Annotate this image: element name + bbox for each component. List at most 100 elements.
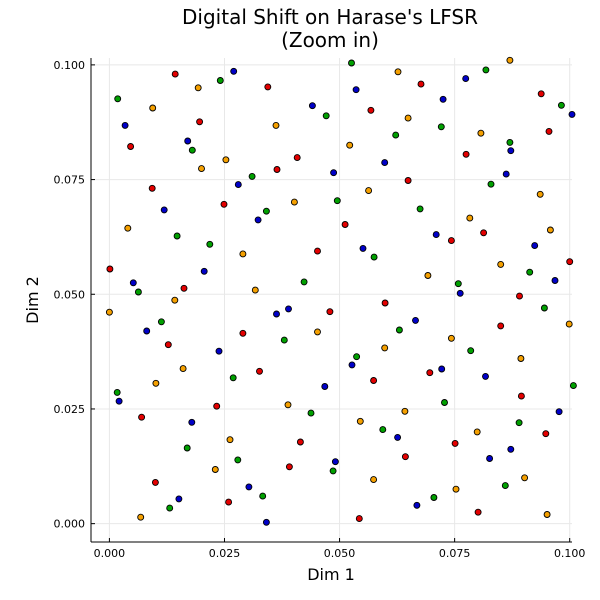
data-point-series-3 [284,401,292,409]
data-point-series-2 [395,326,403,334]
data-point-series-2 [322,112,330,120]
data-point-series-0 [285,463,293,471]
data-point-series-1 [352,86,360,94]
data-point-series-0 [264,83,272,91]
data-point-series-3 [272,121,280,129]
data-point-series-1 [121,121,129,129]
data-point-series-1 [502,170,510,178]
data-point-series-3 [346,141,354,149]
data-point-series-1 [531,242,539,250]
data-point-series-1 [308,102,316,110]
y-tick-label: 0.000 [54,518,86,531]
data-point-series-2 [501,482,509,490]
data-point-series-0 [220,200,228,208]
data-point-series-1 [234,181,242,189]
data-point-series-3 [497,260,505,268]
x-tick-label: 0.000 [94,547,126,560]
data-point-series-0 [127,143,135,150]
data-point-series-3 [536,190,544,198]
data-point-series-3 [171,296,179,304]
data-point-series-1 [230,67,238,75]
data-point-series-2 [259,492,267,500]
data-point-series-0 [451,439,459,447]
data-point-series-2 [540,304,548,312]
data-point-series-2 [379,426,387,434]
data-point-series-1 [285,305,292,313]
data-point-series-1 [321,383,329,390]
data-point-series-2 [188,146,196,154]
data-point-series-3 [473,428,481,436]
y-axis-label: Dim 2 [23,276,42,324]
data-point-series-1 [273,310,280,318]
data-point-series-3 [447,334,455,342]
data-point-series-3 [149,104,157,112]
data-point-series-2 [441,399,448,406]
data-point-series-1 [394,433,402,441]
data-point-series-1 [331,458,339,466]
data-point-series-2 [248,172,256,180]
data-point-series-2 [280,336,288,344]
data-point-series-0 [542,430,550,438]
data-point-series-3 [370,476,378,484]
data-point-series-3 [452,485,460,493]
data-point-series-2 [467,347,475,355]
chart-title-line1: Digital Shift on Harase's LFSR [182,5,478,29]
data-point-series-1 [412,316,419,324]
data-point-series-0 [401,453,409,461]
data-point-series-0 [480,229,488,237]
y-tick-label: 0.075 [54,174,86,187]
data-point-series-1 [551,277,559,284]
data-point-series-0 [381,299,389,307]
data-point-series-2 [569,382,577,390]
data-point-series-1 [439,95,447,103]
data-point-series-0 [296,438,304,446]
data-point-series-3 [211,466,219,473]
data-point-series-0 [138,413,146,421]
data-point-series-0 [516,292,523,300]
ticks: 0.000 0.025 0.050 0.075 0.100 0.000 0.025 0.050… [54,59,586,560]
data-point-series-2 [437,123,445,131]
data-point-series-1 [432,231,440,239]
chart-title-line2: (Zoom in) [281,28,379,52]
data-point-series-1 [438,365,446,373]
y-tick-label: 0.050 [54,288,86,301]
data-point-series-2 [234,456,242,464]
data-point-series-1 [456,289,464,297]
data-point-series-1 [381,159,389,167]
data-point-series-0 [497,322,505,330]
data-point-series-3 [226,436,234,444]
data-point-series-0 [367,106,375,114]
data-point-series-2 [216,77,224,84]
grid [91,58,572,542]
data-point-series-0 [196,118,204,126]
data-point-series-3 [517,355,525,362]
data-point-series-2 [134,288,142,296]
data-point-series-1 [245,483,253,491]
data-point-series-1 [262,518,270,526]
data-point-series-2 [454,280,462,288]
data-point-series-0 [225,498,233,506]
x-axis-label: Dim 1 [307,565,355,584]
data-point-series-1 [482,372,489,380]
data-point-series-2 [183,444,191,452]
data-point-series-1 [175,495,183,503]
data-point-series-0 [256,367,263,375]
data-point-series-1 [129,279,137,287]
data-point-series-0 [355,515,363,523]
data-point-series-1 [507,147,515,155]
data-point-series-2 [300,278,308,286]
data-point-series-0 [273,166,281,173]
data-point-series-0 [417,80,425,88]
data-point-series-0 [293,154,301,162]
data-point-series-2 [487,180,495,188]
data-point-series-0 [164,341,172,349]
data-point-series-3 [356,417,364,425]
data-point-series-3 [506,56,514,64]
data-point-series-2 [353,353,361,361]
data-point-series-3 [543,511,551,518]
data-point-series-0 [341,221,349,228]
data-point-series-2 [114,95,122,103]
data-point-series-2 [166,504,174,512]
